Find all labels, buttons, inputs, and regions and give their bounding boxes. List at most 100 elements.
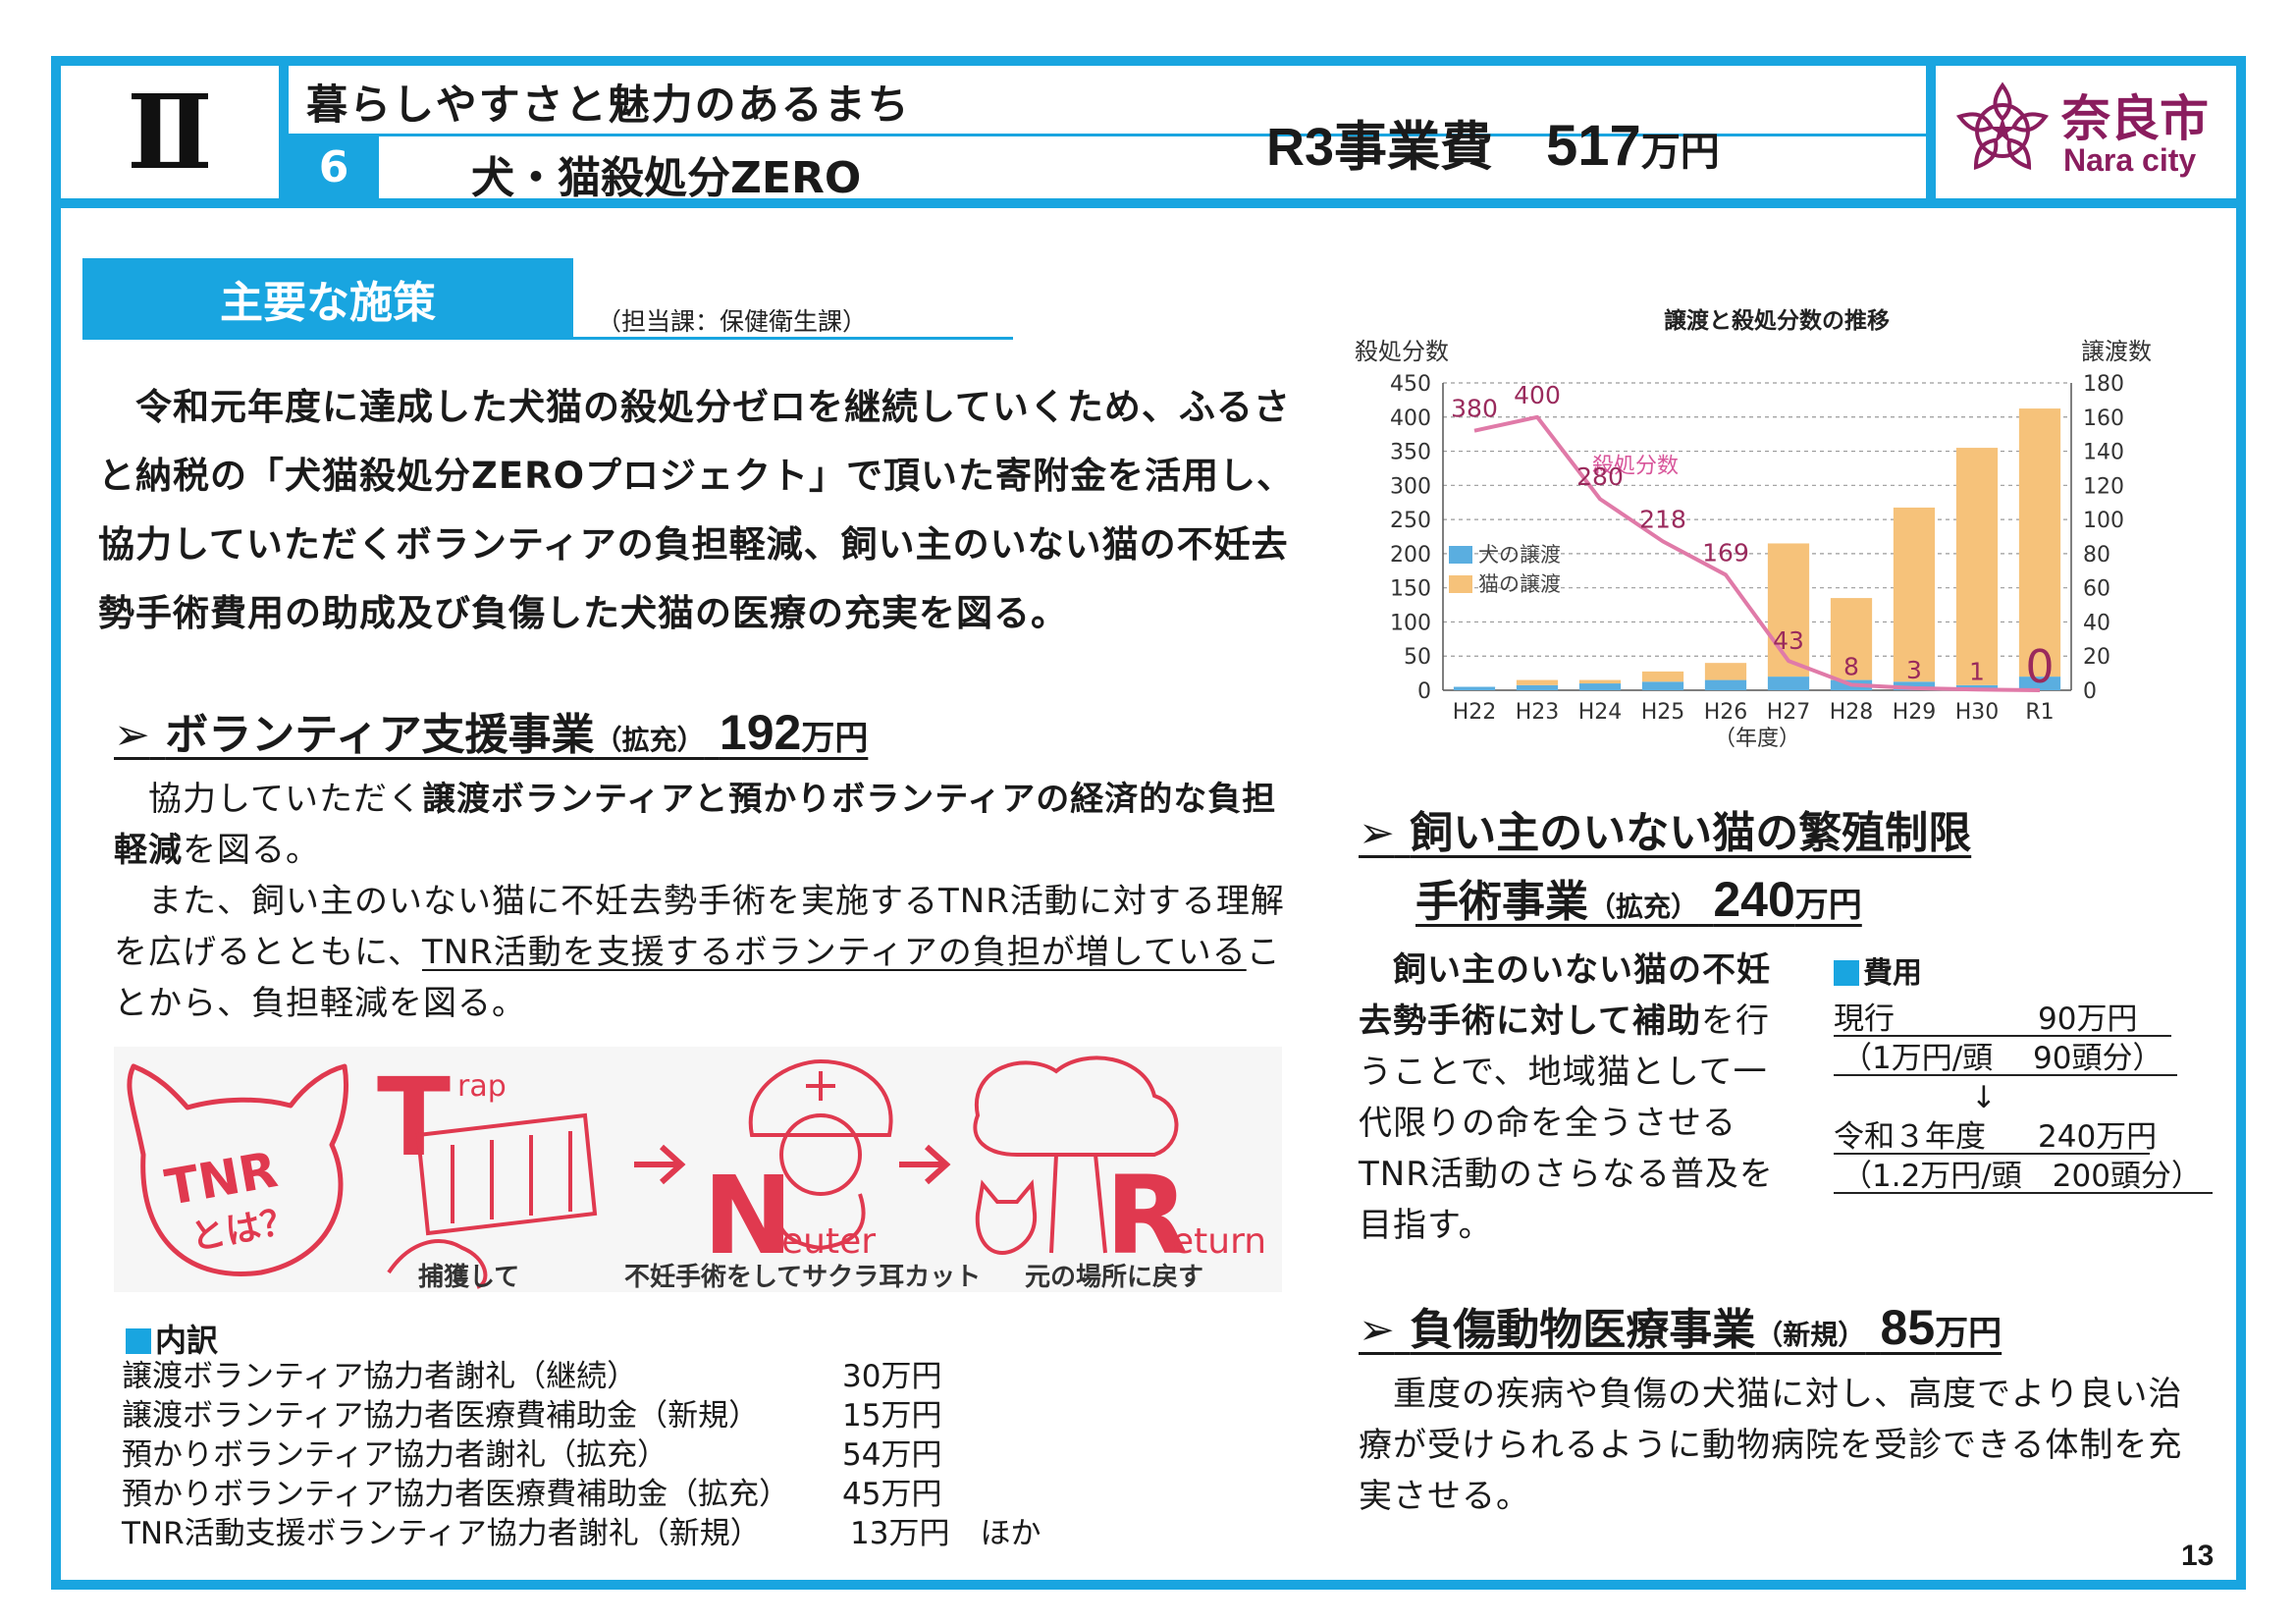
euthanasia-line xyxy=(1473,414,2041,692)
y-tick-label-right: 120 xyxy=(2083,474,2124,499)
policy-label: 主要な施策 xyxy=(82,258,573,339)
surgery-title-2: 手術事業 xyxy=(1415,877,1588,927)
breakdown-row: 預かりボランティア協力者医療費補助金（拡充） 45万円 xyxy=(122,1477,942,1512)
bar-segment xyxy=(1516,679,1559,685)
bar-segment xyxy=(1578,679,1622,684)
breakdown-title: 内訳 xyxy=(126,1316,218,1361)
y-tick-label-left: 100 xyxy=(1390,611,1431,635)
legend-swatch xyxy=(1449,546,1472,564)
y-tick-label-right: 60 xyxy=(2083,577,2110,602)
x-tick-label: H28 xyxy=(1830,700,1874,725)
bar-segment xyxy=(1767,677,1810,690)
budget-summary: R3事業費 517万円 xyxy=(1266,103,1720,181)
bar-segment xyxy=(1893,507,1936,682)
y-tick-label-left: 450 xyxy=(1390,372,1431,397)
logo-text-ja: 奈良市 xyxy=(2061,90,2209,147)
bar-segment xyxy=(2018,677,2061,690)
y-tick-label-right: 180 xyxy=(2083,372,2124,397)
data-label: 1 xyxy=(1969,657,1985,685)
page-frame xyxy=(51,56,2246,1590)
trap-word: rap xyxy=(457,1069,507,1104)
header-title-rule xyxy=(289,134,1926,136)
breakdown-row: 預かりボランティア協力者謝礼（拡充） 54万円 xyxy=(122,1437,942,1473)
chapter-numeral: Ⅱ xyxy=(127,72,213,192)
policy-rule xyxy=(82,337,1013,340)
y-tick-label-right: 100 xyxy=(2083,509,2124,533)
volunteer-text: 協力していただく譲渡ボランティアと預かりボランティアの経済的な負担軽減を図る。 … xyxy=(114,774,1292,1029)
cost-current-detail: （1万円/頭 90頭分） xyxy=(1842,1041,2163,1076)
x-tick-label: H29 xyxy=(1893,700,1937,725)
medical-unit: 万円 xyxy=(1935,1314,2002,1353)
budget-unit: 万円 xyxy=(1640,131,1720,174)
logo-text-en: Nara city xyxy=(2063,142,2197,178)
bar-segment xyxy=(1453,686,1496,690)
tnr-illustration: TNR とは？ T rap N euter R eturn xyxy=(114,1047,1282,1292)
x-tick-label: H30 xyxy=(1955,700,2000,725)
surgery-amount: 240 xyxy=(1713,872,1795,927)
medical-heading: ➢ 負傷動物医療事業（新規） 85万円 xyxy=(1359,1294,2002,1357)
header-titles: 暮らしやすさと魅力のあるまち 6 犬・猫殺処分ZERO xyxy=(289,66,1926,203)
data-label: 169 xyxy=(1702,538,1749,567)
bar-segment xyxy=(1704,679,1747,690)
arrow-icon: ➢ xyxy=(114,710,150,760)
breakdown-row: TNR活動支援ボランティア協力者謝礼（新規） 13万円 ほか xyxy=(122,1516,1041,1551)
volunteer-tag: （拡充） xyxy=(594,724,705,756)
data-label: 0 xyxy=(2025,640,2054,693)
surgery-tag: （拡充） xyxy=(1588,891,1699,923)
x-axis-label: （年度） xyxy=(1714,727,1800,751)
bar-segment xyxy=(1578,683,1622,690)
bar-segment xyxy=(2018,408,2061,677)
data-label: 8 xyxy=(1843,652,1859,680)
data-label: 43 xyxy=(1773,626,1804,655)
cost-title: 費用 xyxy=(1834,948,1922,992)
y-tick-label-right: 80 xyxy=(2083,543,2110,568)
return-letter: R xyxy=(1105,1153,1189,1278)
vet-figure-icon xyxy=(748,1058,893,1251)
tree-icon xyxy=(973,1056,1179,1254)
x-tick-label: H24 xyxy=(1578,700,1623,725)
volunteer-title: ボランティア支援事業 xyxy=(165,710,595,760)
trap-letter: T xyxy=(377,1055,451,1180)
arrow-right-icon xyxy=(634,1144,686,1185)
surgery-unit: 万円 xyxy=(1794,886,1862,925)
tnr-caption-neuter: 不妊手術をしてサクラ耳カット xyxy=(624,1263,982,1292)
arrow-icon: ➢ xyxy=(1359,808,1395,858)
header-divider xyxy=(61,198,2236,208)
data-label: 280 xyxy=(1576,462,1624,491)
y-tick-label-left: 250 xyxy=(1390,509,1431,533)
surgery-title-1: 飼い主のいない猫の繁殖制限 xyxy=(1410,808,1972,858)
volunteer-heading: ➢ ボランティア支援事業（拡充） 192万円 xyxy=(114,699,868,762)
tnr-caption-capture: 捕獲して xyxy=(418,1263,520,1292)
department-note: （担当課：保健衛生課） xyxy=(597,307,868,336)
cost-new-detail: （1.2万円/頭 200頭分） xyxy=(1842,1159,2202,1194)
breakdown-row: 譲渡ボランティア協力者謝礼（継続） 30万円 xyxy=(122,1359,942,1394)
x-tick-label: H22 xyxy=(1453,700,1497,725)
surgery-text: 飼い主のいない猫の不妊去勢手術に対して補助を行うことで、地域猫として一代限りの命… xyxy=(1359,950,1774,1245)
x-tick-label: H27 xyxy=(1767,700,1811,725)
volunteer-paragraph-2: また、飼い主のいない猫に不妊去勢手術を実施するTNR活動に対する理解を広げるとと… xyxy=(114,882,1285,1023)
breakdown-row: 譲渡ボランティア協力者医療費補助金（新規） 15万円 xyxy=(122,1398,942,1434)
x-tick-label: H23 xyxy=(1516,700,1560,725)
medical-amount: 85 xyxy=(1880,1300,1936,1355)
medical-text: 重度の疾病や負傷の犬猫に対し、高度でより良い治療が受けられるように動物病院を受診… xyxy=(1359,1375,2183,1516)
legend-label: 犬の譲渡 xyxy=(1478,543,1561,567)
volunteer-paragraph-1: 協力していただく譲渡ボランティアと預かりボランティアの経済的な負担軽減を図る。 xyxy=(114,780,1277,870)
policy-lead-text: 令和元年度に達成した犬猫の殺処分ゼロを継続していくため、ふるさと納税の「犬猫殺処… xyxy=(98,386,1295,634)
header-divider-left xyxy=(279,66,289,198)
square-bullet-icon xyxy=(126,1328,151,1354)
volunteer-unit: 万円 xyxy=(801,719,869,758)
data-label: 380 xyxy=(1451,395,1498,423)
tnr-cat-head-icon xyxy=(127,1063,349,1276)
neuter-word: euter xyxy=(781,1221,876,1262)
y-tick-label-right: 140 xyxy=(2083,441,2124,465)
line-series-label: 殺処分数 xyxy=(1592,454,1679,478)
data-label: 400 xyxy=(1514,381,1561,409)
bar-segment xyxy=(1893,681,1936,690)
medical-tag: （新規） xyxy=(1755,1319,1866,1351)
legend-label: 猫の譲渡 xyxy=(1478,572,1561,596)
volunteer-amount: 192 xyxy=(719,705,802,760)
y-tick-label-right: 160 xyxy=(2083,406,2124,431)
arrow-icon: ➢ xyxy=(1359,1305,1395,1355)
left-axis-label: 殺処分数 xyxy=(1355,338,1449,365)
